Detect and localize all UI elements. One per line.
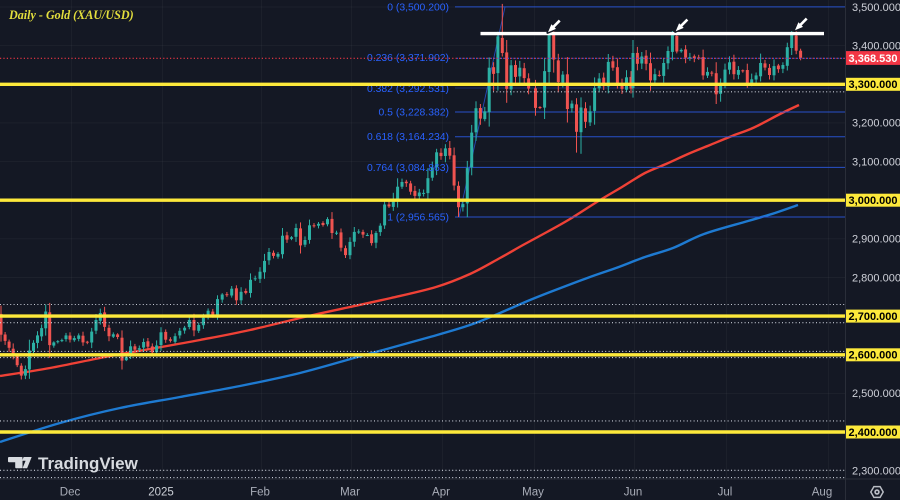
- svg-text:2,900.000: 2,900.000: [852, 234, 900, 246]
- svg-text:Feb: Feb: [250, 487, 270, 499]
- svg-text:Daily - Gold (XAU/USD): Daily - Gold (XAU/USD): [8, 8, 134, 22]
- svg-text:2,800.000: 2,800.000: [852, 272, 900, 284]
- svg-text:0 (3,500.200): 0 (3,500.200): [387, 2, 449, 13]
- svg-text:3,368.530: 3,368.530: [849, 53, 898, 65]
- svg-text:3,200.000: 3,200.000: [852, 118, 900, 130]
- svg-text:3,500.000: 3,500.000: [852, 2, 900, 14]
- svg-text:Jul: Jul: [718, 487, 733, 499]
- svg-text:0.236 (3,371.902): 0.236 (3,371.902): [367, 53, 449, 64]
- svg-text:0.764 (3,084.863): 0.764 (3,084.863): [367, 163, 449, 174]
- svg-text:3,100.000: 3,100.000: [852, 156, 900, 168]
- svg-text:Dec: Dec: [60, 487, 81, 499]
- svg-text:3,000.000: 3,000.000: [849, 195, 898, 207]
- svg-text:2025: 2025: [148, 487, 174, 499]
- svg-text:2,600.000: 2,600.000: [849, 350, 898, 362]
- svg-text:Mar: Mar: [340, 487, 360, 499]
- svg-text:1 (2,956.565): 1 (2,956.565): [387, 213, 449, 224]
- svg-text:3,300.000: 3,300.000: [849, 79, 898, 91]
- svg-text:Apr: Apr: [432, 487, 450, 499]
- svg-text:Aug: Aug: [812, 487, 832, 499]
- svg-text:0.618 (3,164.234): 0.618 (3,164.234): [367, 132, 449, 143]
- svg-text:2,400.000: 2,400.000: [849, 427, 898, 439]
- svg-text:0.5 (3,228.382): 0.5 (3,228.382): [379, 108, 449, 119]
- svg-text:3,400.000: 3,400.000: [852, 40, 900, 52]
- svg-text:2,300.000: 2,300.000: [852, 466, 900, 478]
- svg-text:0.382 (3,292.531): 0.382 (3,292.531): [367, 84, 449, 95]
- svg-text:2,500.000: 2,500.000: [852, 388, 900, 400]
- svg-text:Jun: Jun: [624, 487, 643, 499]
- svg-text:May: May: [522, 487, 544, 499]
- svg-text:2,700.000: 2,700.000: [849, 311, 898, 323]
- svg-text:TradingView: TradingView: [38, 454, 139, 473]
